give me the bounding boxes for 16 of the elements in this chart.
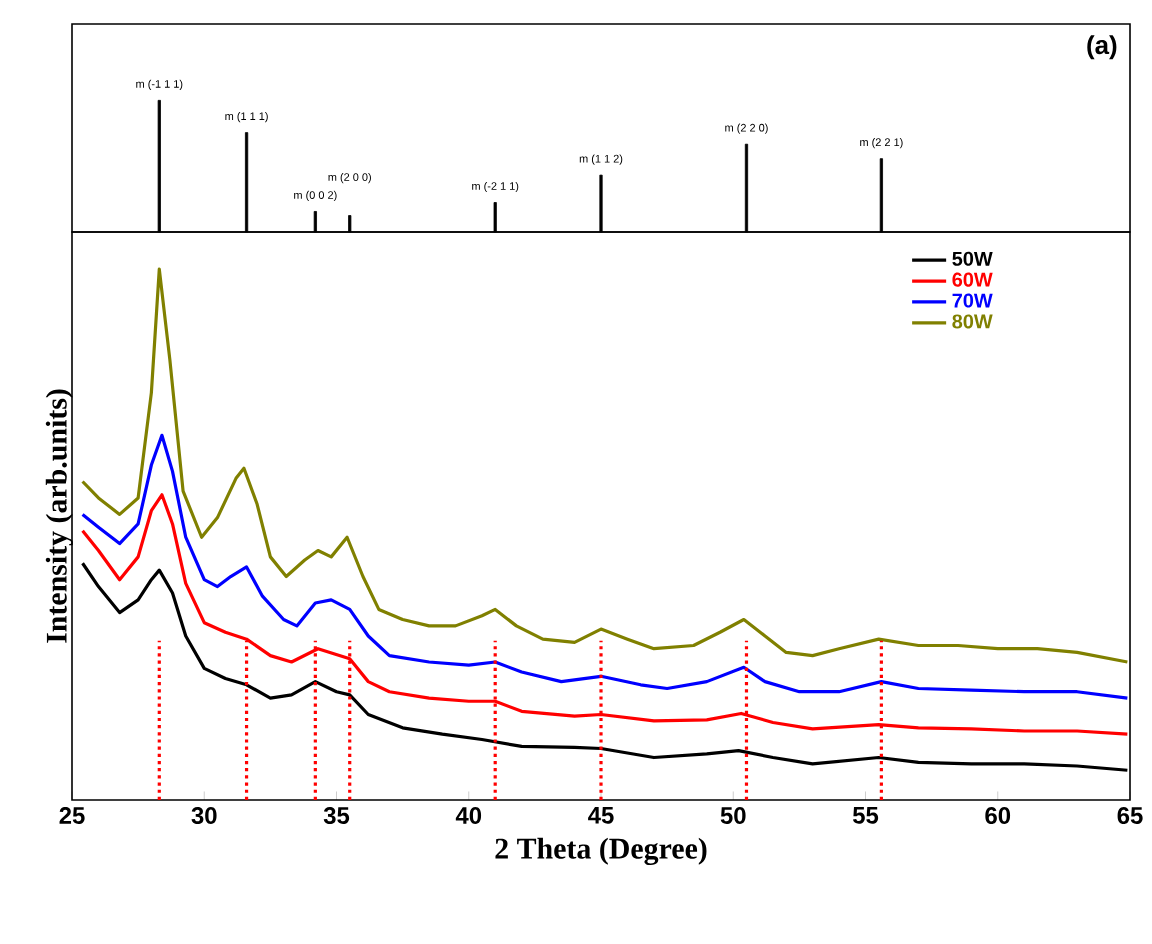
x-tick-label: 45 (588, 807, 614, 824)
x-tick-label: 65 (1117, 807, 1143, 824)
x-tick-label: 60 (985, 807, 1011, 824)
x-tick-label: 55 (852, 807, 879, 824)
legend-label: 60W (952, 272, 993, 287)
x-tick-label: 25 (59, 807, 85, 824)
x-axis-title: 2 Theta (Degree) (495, 837, 707, 866)
x-tick-label: 30 (191, 807, 217, 825)
x-tick-label: 50 (720, 807, 746, 824)
legend-label: 80W (952, 314, 993, 329)
x-tick-label: 40 (455, 807, 482, 824)
text: (a) (1087, 35, 1117, 60)
legend-label: 50W (952, 251, 993, 266)
x-tick-label: 35 (323, 807, 350, 825)
legend-label: 70W (952, 293, 993, 308)
y-axis-title: Intensity (arb.units) (45, 389, 73, 643)
